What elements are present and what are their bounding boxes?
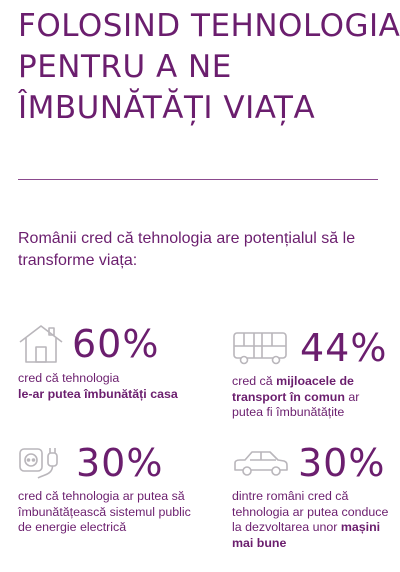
stat-percent: 44% xyxy=(300,326,388,370)
divider xyxy=(18,179,378,180)
stat-description: cred că mijloacele de transport în comun… xyxy=(232,374,360,419)
stat-home: 60% cred că tehnologia le-ar putea îmbun… xyxy=(18,323,198,402)
stat-percent: 30% xyxy=(298,441,386,485)
house-icon xyxy=(19,325,63,363)
title-line-3: ÎMBUNĂTĂȚI VIAȚA xyxy=(18,90,316,126)
stat-transport: 44% cred că mijloacele de transport în c… xyxy=(232,328,392,421)
stat-percent: 30% xyxy=(76,441,164,485)
stat-description: cred că tehnologia ar putea să îmbunătăț… xyxy=(18,489,191,534)
stat-description: cred că tehnologia le-ar putea îmbunătăț… xyxy=(18,371,178,401)
stat-description: dintre români cred că tehnologia ar pute… xyxy=(232,489,389,550)
stat-percent: 60% xyxy=(72,322,160,366)
plug-socket-icon xyxy=(19,448,58,479)
bus-icon xyxy=(233,332,287,365)
title-line-2: PENTRU A NE xyxy=(18,49,232,85)
car-icon xyxy=(234,451,288,476)
stat-energy: 30% cred că tehnologia ar putea să îmbun… xyxy=(18,443,198,536)
title-line-1: FOLOSIND TEHNOLOGIA xyxy=(18,8,400,44)
stat-cars: 30% dintre români cred că tehnologia ar … xyxy=(232,443,392,551)
subtitle: Românii cred că tehnologia are potențial… xyxy=(18,230,356,269)
page-title: FOLOSIND TEHNOLOGIA PENTRU A NE ÎMBUNĂTĂ… xyxy=(18,6,400,129)
